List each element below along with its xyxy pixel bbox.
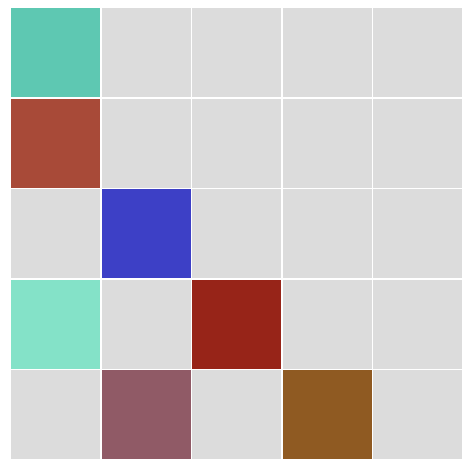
empty-tile[interactable] bbox=[192, 98, 281, 188]
empty-tile[interactable] bbox=[282, 8, 372, 97]
empty-tile[interactable] bbox=[101, 279, 191, 369]
colored-tile[interactable] bbox=[282, 370, 372, 459]
empty-tile[interactable] bbox=[192, 189, 281, 278]
empty-tile[interactable] bbox=[373, 370, 462, 459]
colored-tile[interactable] bbox=[11, 8, 100, 97]
game-board bbox=[11, 8, 462, 459]
empty-tile[interactable] bbox=[282, 189, 372, 278]
empty-tile[interactable] bbox=[192, 8, 281, 97]
empty-tile[interactable] bbox=[373, 98, 462, 188]
colored-tile[interactable] bbox=[11, 279, 100, 369]
colored-tile[interactable] bbox=[101, 370, 191, 459]
empty-tile[interactable] bbox=[282, 98, 372, 188]
empty-tile[interactable] bbox=[373, 189, 462, 278]
empty-tile[interactable] bbox=[373, 279, 462, 369]
colored-tile[interactable] bbox=[11, 98, 100, 188]
empty-tile[interactable] bbox=[192, 370, 281, 459]
empty-tile[interactable] bbox=[282, 279, 372, 369]
empty-tile[interactable] bbox=[11, 370, 100, 459]
colored-tile[interactable] bbox=[192, 279, 281, 369]
empty-tile[interactable] bbox=[101, 8, 191, 97]
empty-tile[interactable] bbox=[373, 8, 462, 97]
empty-tile[interactable] bbox=[101, 98, 191, 188]
empty-tile[interactable] bbox=[11, 189, 100, 278]
colored-tile[interactable] bbox=[101, 189, 191, 278]
